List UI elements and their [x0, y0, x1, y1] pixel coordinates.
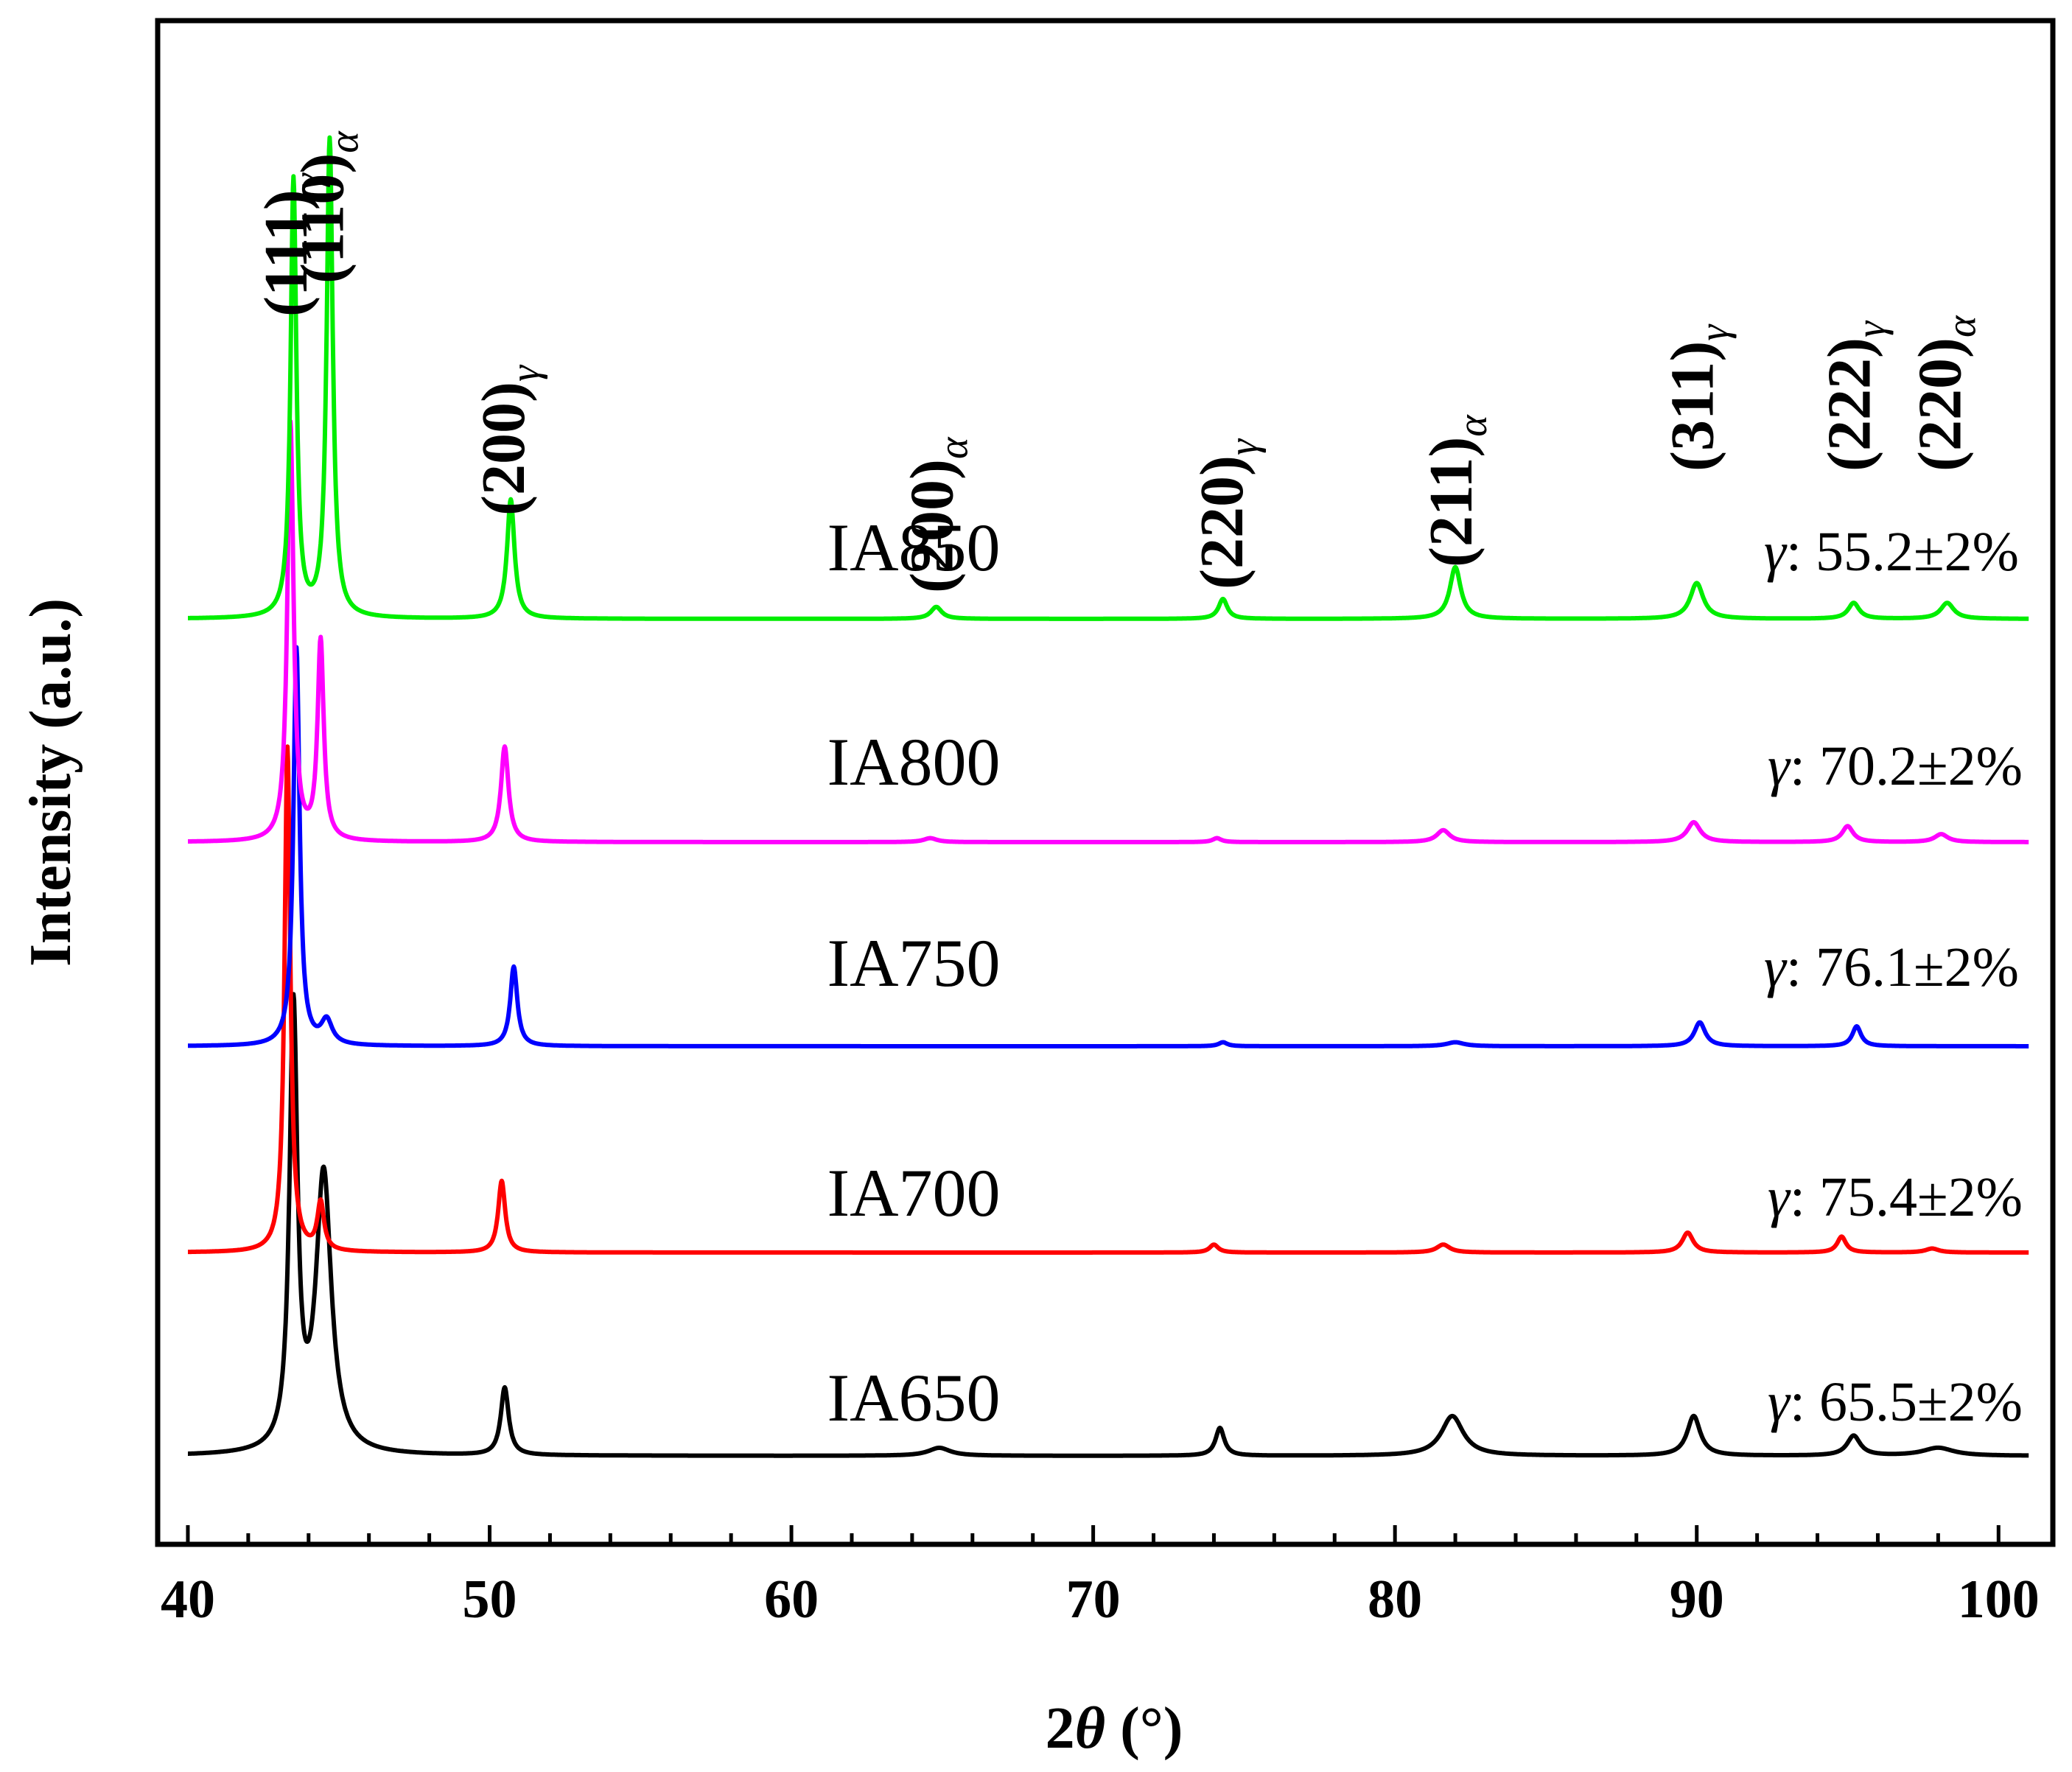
gamma-fraction-value: : 65.5±2% — [1790, 1371, 2023, 1433]
peak-hkl: (211) — [1417, 437, 1485, 567]
sample-label-ia750: IA750 — [827, 925, 1000, 1001]
gamma-fraction-ia850: γ: 55.2±2% — [1764, 521, 2019, 583]
peak-hkl: (220) — [1906, 337, 1975, 472]
series-line-ia750 — [186, 645, 2031, 1048]
peak-phase: α — [1450, 414, 1496, 437]
peak-phase: α — [1939, 315, 1985, 337]
x-axis-tick-labels: 40 50 60 70 80 90 100 — [161, 1569, 2040, 1630]
peak-phase: γ — [285, 172, 331, 189]
sample-label-ia800: IA800 — [827, 724, 1000, 799]
peak-phase: α — [931, 436, 977, 459]
sample-labels: IA650 IA700 IA750 IA800 IA850 — [827, 510, 1000, 1435]
peak-label: (110)α — [288, 130, 367, 284]
peak-phase: γ — [1849, 320, 1894, 337]
gamma-symbol: γ — [1768, 735, 1791, 797]
peak-label: (200)α — [898, 436, 977, 593]
x-axis-title-unit: (°) — [1105, 1696, 1183, 1761]
gamma-fraction-value: : 76.1±2% — [1786, 936, 2019, 998]
x-axis-title-number: 2 — [1046, 1696, 1075, 1761]
peak-labels: (111)γ(110)α(200)γ(200)α(220)γ (211)α (311… — [252, 130, 1984, 593]
plot-frame — [155, 18, 2056, 1547]
x-tick-label: 90 — [1670, 1569, 1724, 1630]
peak-phase: γ — [503, 364, 548, 382]
gamma-fraction-labels: γ: 65.5±2%γ: 75.4±2%γ: 76.1±2%γ: 70.2±2%… — [1764, 521, 2023, 1433]
peak-hkl: (220) — [1188, 455, 1256, 589]
series-line-ia700 — [186, 744, 2031, 1255]
x-tick-label: 100 — [1958, 1569, 2040, 1630]
x-tick-label: 60 — [764, 1569, 819, 1630]
sample-label-ia850: IA850 — [827, 510, 1000, 585]
gamma-symbol: γ — [1768, 1371, 1791, 1433]
x-tick-label: 70 — [1066, 1569, 1121, 1630]
sample-label-ia650: IA650 — [827, 1360, 1000, 1435]
y-axis-title: Intensity (a.u.) — [18, 598, 83, 967]
peak-label: (111)γ — [252, 172, 331, 317]
peak-phase: γ — [1692, 323, 1737, 341]
peak-hkl: (311) — [1659, 341, 1727, 472]
peak-hkl: (111) — [252, 189, 321, 317]
series-line-ia650 — [186, 992, 2031, 1458]
x-axis-title-theta: θ — [1075, 1696, 1106, 1761]
x-tick-label: 50 — [463, 1569, 517, 1630]
series-line-ia800 — [186, 419, 2031, 844]
peak-label: (220)γ — [1188, 438, 1267, 589]
gamma-symbol: γ — [1768, 1166, 1791, 1228]
gamma-symbol: γ — [1764, 521, 1788, 583]
peak-label: (220)α — [1906, 315, 1985, 472]
gamma-fraction-ia750: γ: 76.1±2% — [1764, 936, 2019, 998]
peak-phase: γ — [1221, 438, 1267, 455]
series-lines — [186, 135, 2031, 1458]
peak-hkl: (200) — [469, 382, 538, 516]
gamma-fraction-ia700: γ: 75.4±2% — [1768, 1166, 2023, 1228]
peak-label: (200)γ — [469, 364, 548, 516]
peak-hkl: (110) — [288, 153, 357, 284]
x-axis-ticks — [186, 1525, 2001, 1544]
peak-label: (311)γ — [1659, 323, 1737, 472]
peak-hkl: (200) — [898, 459, 967, 593]
x-axis-title: 2θ (°) — [1046, 1696, 1183, 1761]
gamma-fraction-value: : 75.4±2% — [1790, 1166, 2023, 1228]
gamma-fraction-value: : 55.2±2% — [1786, 521, 2019, 583]
peak-phase: α — [321, 130, 367, 153]
peak-label: (211)α — [1417, 414, 1496, 567]
gamma-fraction-ia650: γ: 65.5±2% — [1768, 1371, 2023, 1433]
x-tick-label: 40 — [161, 1569, 215, 1630]
sample-label-ia700: IA700 — [827, 1155, 1000, 1230]
gamma-fraction-value: : 70.2±2% — [1790, 735, 2023, 797]
series-line-ia850 — [186, 135, 2031, 621]
x-tick-label: 80 — [1368, 1569, 1422, 1630]
peak-hkl: (222) — [1816, 337, 1884, 472]
gamma-symbol: γ — [1764, 936, 1788, 998]
peak-label: (222)γ — [1816, 320, 1894, 472]
gamma-fraction-ia800: γ: 70.2±2% — [1768, 735, 2023, 797]
